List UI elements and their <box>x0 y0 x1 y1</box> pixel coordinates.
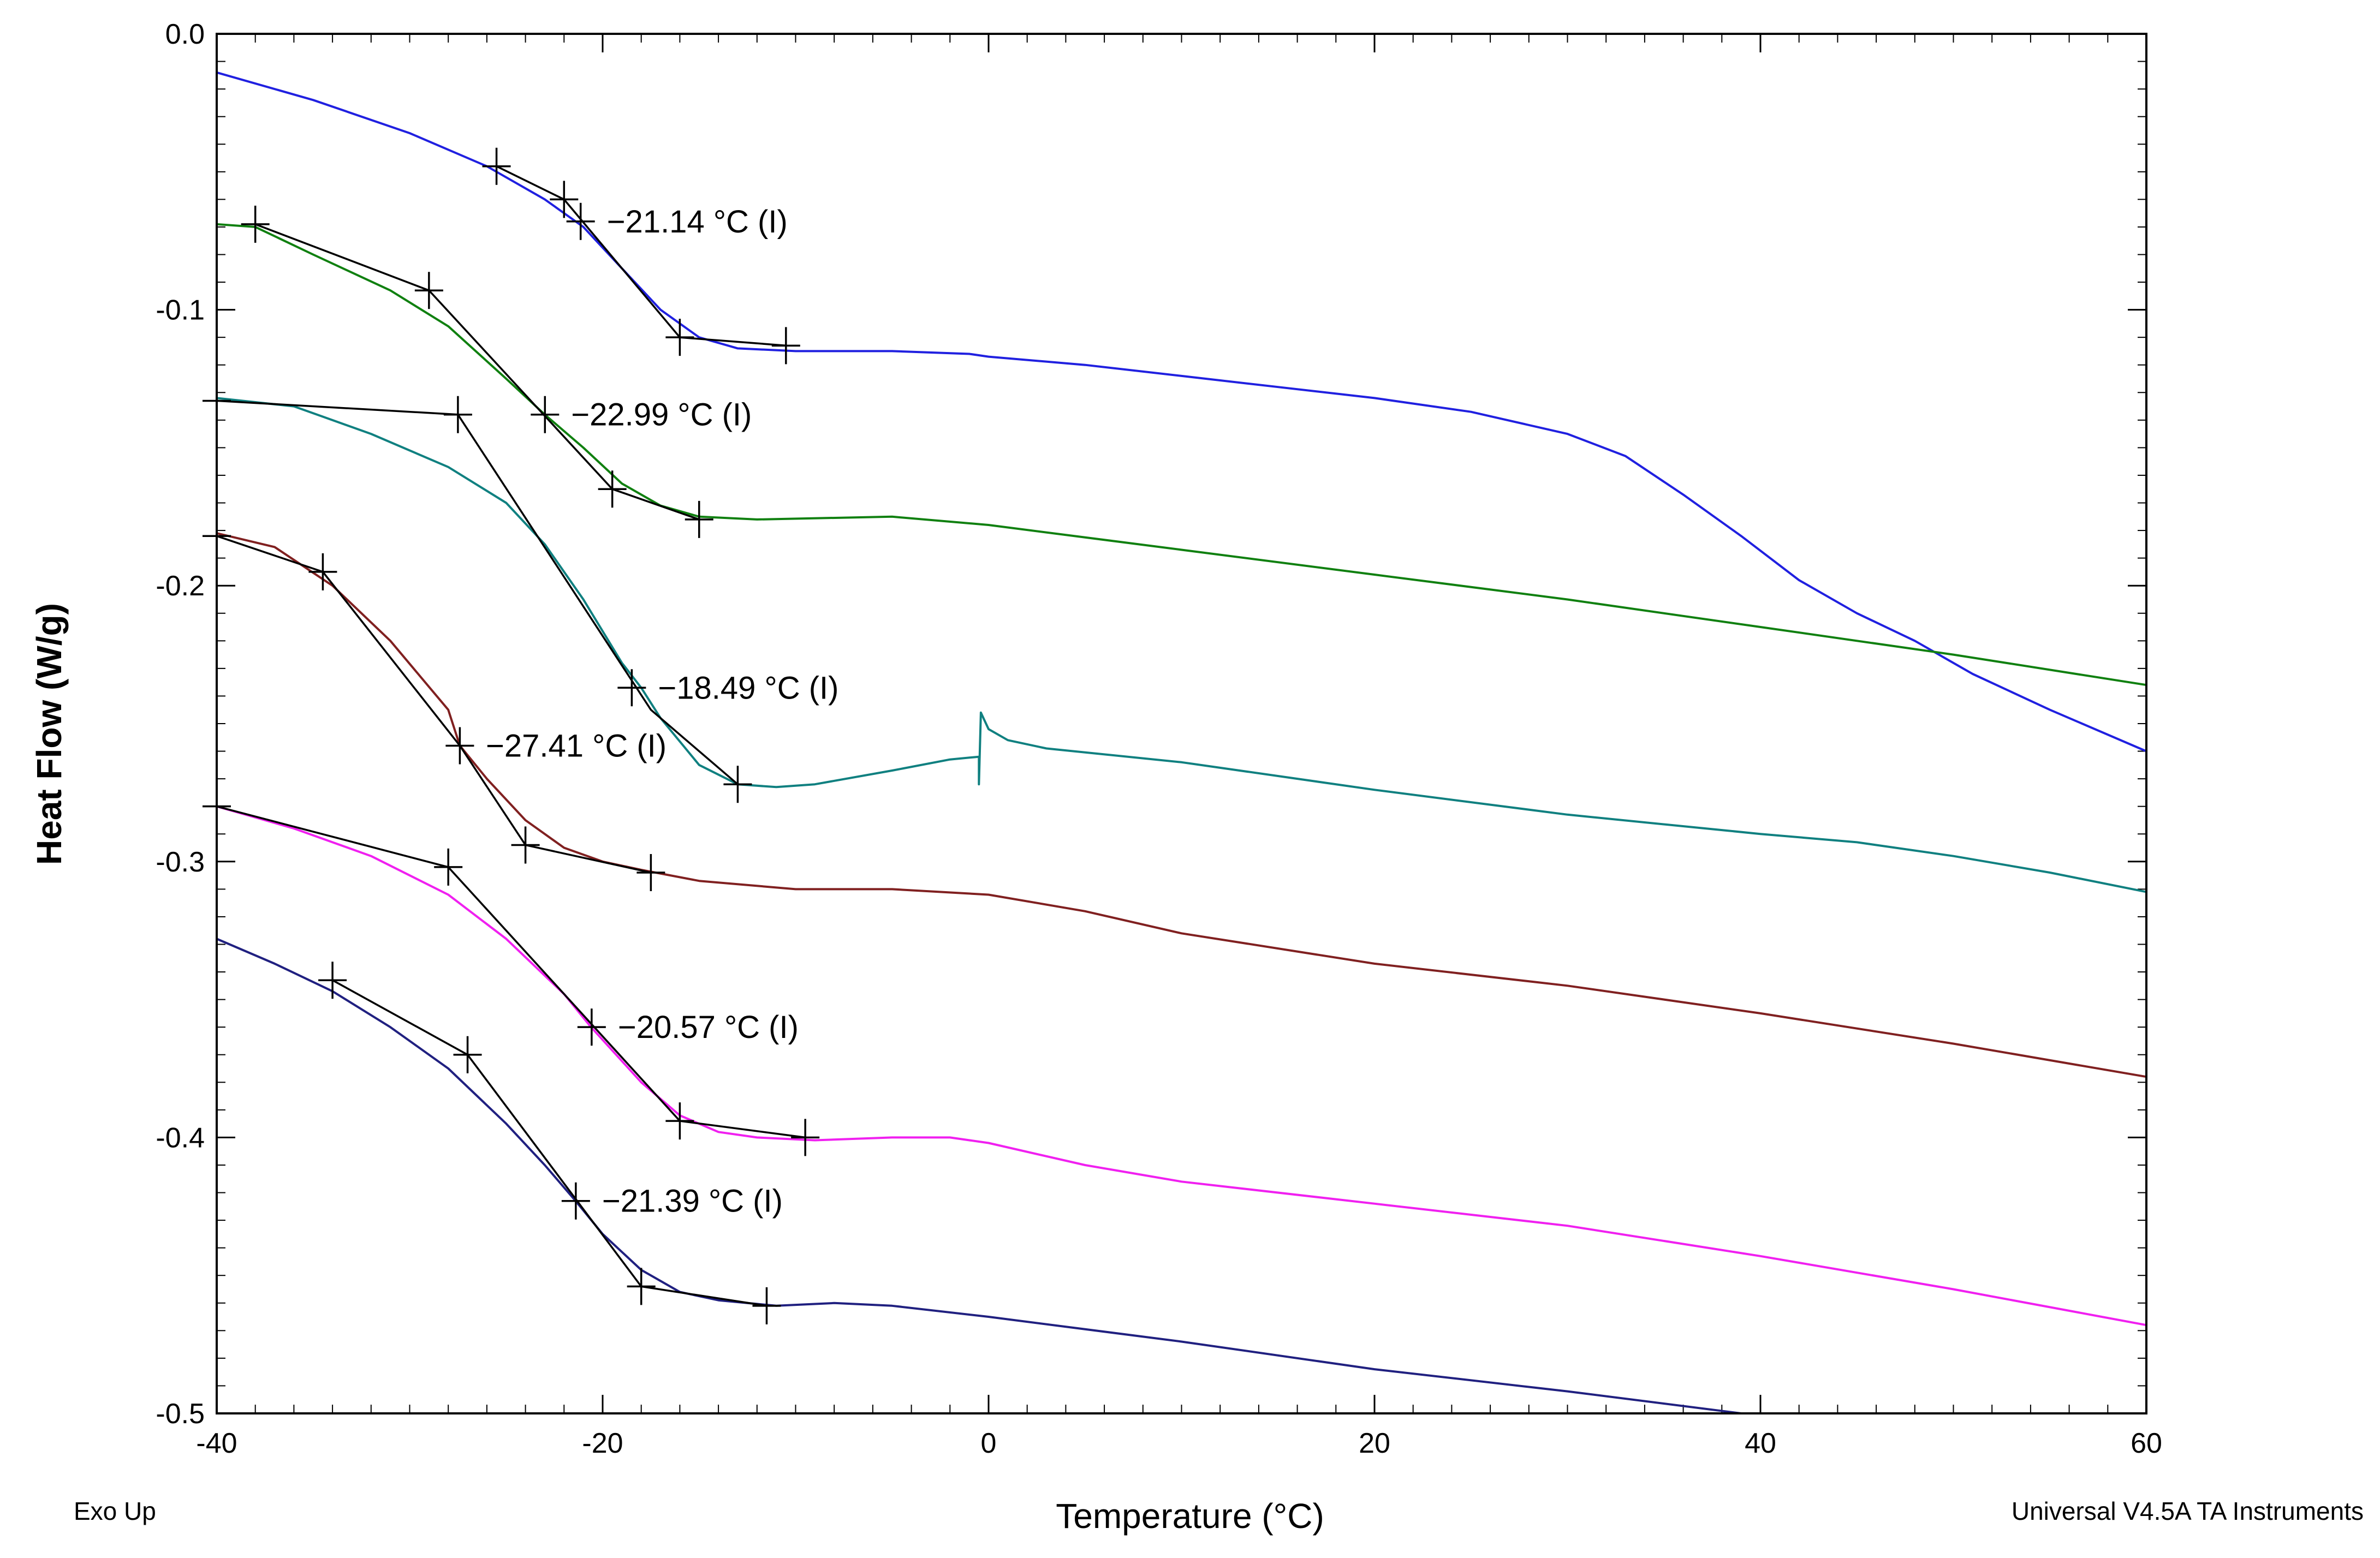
annotation-label: −21.39 °C (I) <box>602 1184 783 1219</box>
exo-up-label: Exo Up <box>74 1497 156 1525</box>
series-line-curve-2 <box>216 223 2147 687</box>
marker-cross <box>627 1268 656 1305</box>
x-axis-title: Temperature (°C) <box>1056 1496 1324 1536</box>
y-tick-label: -0.4 <box>156 1122 205 1154</box>
annotation-label: −27.41 °C (I) <box>486 728 667 763</box>
x-tick-label: -40 <box>196 1428 237 1459</box>
marker-cross <box>636 854 665 892</box>
x-tick-label: 20 <box>1359 1428 1390 1459</box>
marker-cross <box>531 396 560 433</box>
marker-cross <box>598 470 627 508</box>
marker-cross <box>443 396 472 433</box>
tangent-line <box>216 399 739 785</box>
series-line-curve-5 <box>216 805 2147 1327</box>
series-line-curve-4 <box>216 532 2147 1078</box>
marker-cross <box>752 1287 781 1324</box>
marker-cross <box>723 766 752 803</box>
tick-labels-group: -40 -20 0 20 40 60 0.0 -0.1 -0.2 -0.3 -0.4 -0.5 <box>156 19 2162 1459</box>
tangent-line <box>216 805 806 1139</box>
marker-cross <box>318 962 347 999</box>
marker-cross <box>566 202 595 240</box>
marker-cross <box>771 327 800 365</box>
marker-cross <box>791 1119 820 1156</box>
y-tick-label: 0.0 <box>165 19 205 50</box>
marker-cross <box>685 500 713 538</box>
marker-cross <box>665 319 694 356</box>
instrument-label: Universal V4.5A TA Instruments <box>2012 1497 2364 1525</box>
annotation-label: −20.57 °C (I) <box>618 1010 799 1045</box>
x-tick-label: -20 <box>582 1428 623 1459</box>
x-tick-label: 0 <box>981 1428 997 1459</box>
tangent-line <box>332 979 767 1307</box>
marker-cross <box>665 1102 694 1140</box>
y-tick-label: -0.3 <box>156 846 205 878</box>
annotation-label: −22.99 °C (I) <box>571 397 752 433</box>
tangent-line <box>496 165 786 347</box>
series-line-curve-1 <box>216 71 2147 753</box>
y-tick-label: -0.2 <box>156 570 205 602</box>
tangent-line <box>255 223 700 521</box>
x-tick-label: 40 <box>1745 1428 1776 1459</box>
annotation-label: −21.14 °C (I) <box>607 204 788 240</box>
marker-cross <box>308 553 337 590</box>
marker-cross <box>445 727 474 765</box>
plot-frame <box>216 33 2147 1414</box>
marker-cross <box>434 848 463 886</box>
marker-cross <box>561 1182 590 1220</box>
marker-cross <box>241 205 270 243</box>
marker-cross <box>453 1036 482 1073</box>
marker-cross <box>511 826 540 864</box>
marker-cross <box>617 669 646 707</box>
annotation-label: −18.49 °C (I) <box>658 670 838 706</box>
marker-cross <box>577 1008 606 1046</box>
y-axis-title: Heat Flow (W/g) <box>29 603 69 865</box>
annotations-group: −21.14 °C (I) −22.99 °C (I) −18.49 °C (I) −… <box>486 204 838 1219</box>
y-tick-label: -0.1 <box>156 295 205 326</box>
marker-cross <box>414 272 443 309</box>
series-line-curve-6 <box>216 938 1741 1414</box>
marker-cross <box>550 181 579 218</box>
x-tick-label: 60 <box>2131 1428 2162 1459</box>
markers-group <box>203 147 820 1324</box>
marker-cross <box>482 147 511 185</box>
y-tick-label: -0.5 <box>156 1398 205 1430</box>
